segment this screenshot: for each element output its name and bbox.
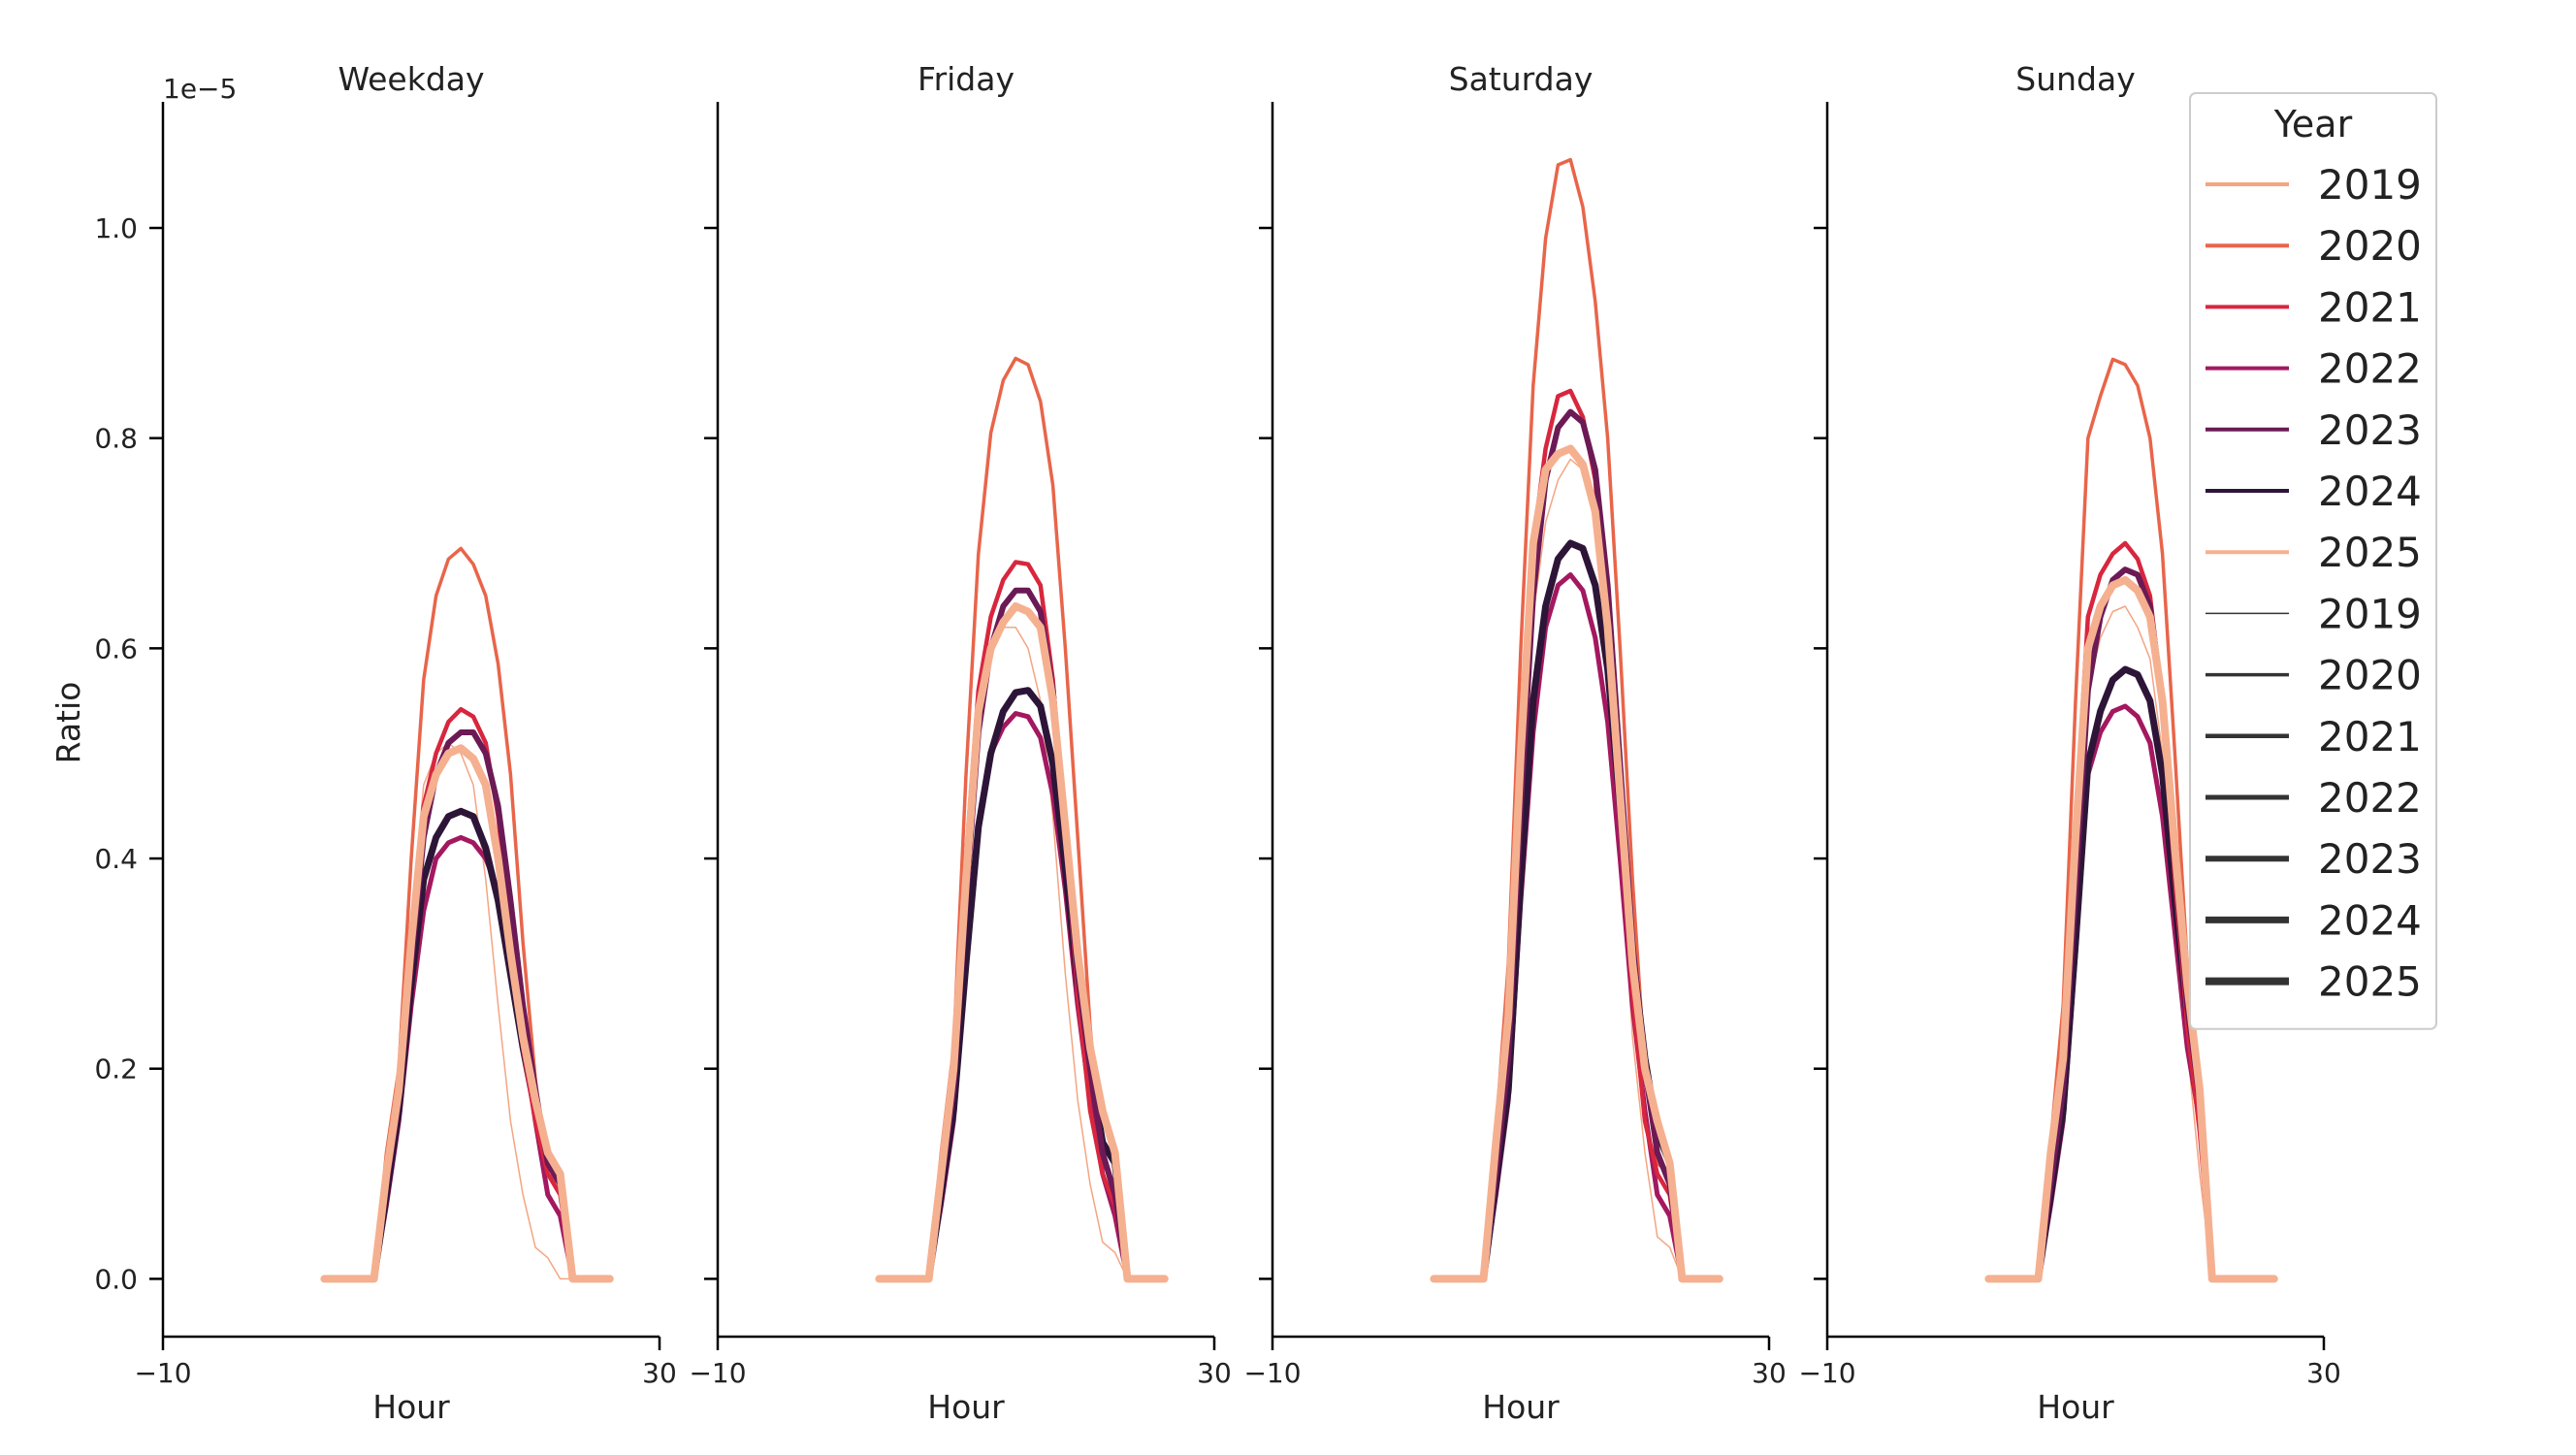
series-line-saturday-2023 bbox=[1431, 408, 1723, 1282]
series-line-friday-2020 bbox=[877, 356, 1167, 1281]
legend-label-size-2021: 2021 bbox=[2318, 713, 2422, 760]
legend-label-size-2023: 2023 bbox=[2318, 835, 2422, 883]
series-line-friday-2025 bbox=[875, 602, 1169, 1283]
series-line-weekday-2025 bbox=[320, 744, 614, 1283]
series-line-saturday-2022 bbox=[1431, 572, 1723, 1281]
series-line-saturday-2025 bbox=[1430, 444, 1723, 1283]
x-tick-label-sunday-1: 30 bbox=[2306, 1357, 2341, 1389]
series-line-saturday-2021 bbox=[1432, 388, 1723, 1281]
series-line-friday-2021 bbox=[877, 560, 1168, 1281]
series-line-friday-2019 bbox=[878, 626, 1166, 1280]
x-axis-label-saturday: Hour bbox=[1482, 1388, 1560, 1426]
legend-label-hue-2023: 2023 bbox=[2318, 406, 2422, 454]
legend-label-hue-2020: 2020 bbox=[2318, 222, 2422, 270]
legend-label-hue-2022: 2022 bbox=[2318, 345, 2422, 393]
y-tick-label-1: 0.2 bbox=[94, 1053, 138, 1085]
x-tick-label-sunday-0: −10 bbox=[1798, 1357, 1855, 1389]
legend-label-size-2024: 2024 bbox=[2318, 896, 2422, 944]
x-tick-label-weekday-0: −10 bbox=[134, 1357, 191, 1389]
y-scale-label: 1e−5 bbox=[163, 73, 237, 105]
x-tick-label-weekday-1: 30 bbox=[642, 1357, 677, 1389]
legend-label-hue-2024: 2024 bbox=[2318, 468, 2422, 515]
legend-label-size-2022: 2022 bbox=[2318, 774, 2422, 822]
x-axis-label-sunday: Hour bbox=[2037, 1388, 2114, 1426]
series-line-weekday-2021 bbox=[322, 706, 613, 1281]
x-tick-label-friday-1: 30 bbox=[1197, 1357, 1232, 1389]
series-line-sunday-2025 bbox=[1984, 575, 2278, 1283]
panel-title-sunday: Sunday bbox=[2015, 60, 2135, 98]
y-tick-label-2: 0.4 bbox=[94, 843, 138, 875]
y-axis-label: Ratio bbox=[49, 682, 87, 764]
series-line-weekday-2019 bbox=[323, 742, 611, 1280]
y-tick-label-4: 0.8 bbox=[94, 423, 138, 455]
legend-title: Year bbox=[2273, 103, 2353, 146]
panel-title-saturday: Saturday bbox=[1449, 60, 1594, 98]
legend-label-hue-2019: 2019 bbox=[2318, 161, 2422, 209]
legend-label-size-2019: 2019 bbox=[2318, 590, 2422, 637]
series-line-saturday-2024 bbox=[1430, 539, 1723, 1282]
x-axis-label-weekday: Hour bbox=[372, 1388, 450, 1426]
x-tick-label-saturday-0: −10 bbox=[1243, 1357, 1301, 1389]
series-line-weekday-2020 bbox=[322, 546, 612, 1281]
x-axis-label-friday: Hour bbox=[927, 1388, 1005, 1426]
y-tick-label-0: 0.0 bbox=[94, 1263, 138, 1295]
panel-title-weekday: Weekday bbox=[338, 60, 484, 98]
legend-label-size-2025: 2025 bbox=[2318, 958, 2422, 1006]
x-tick-label-friday-0: −10 bbox=[689, 1357, 746, 1389]
legend-label-size-2020: 2020 bbox=[2318, 652, 2422, 699]
panel-title-friday: Friday bbox=[918, 60, 1014, 98]
y-tick-label-5: 1.0 bbox=[94, 212, 138, 244]
series-line-saturday-2020 bbox=[1432, 157, 1722, 1281]
y-tick-label-3: 0.6 bbox=[94, 632, 138, 664]
legend-label-hue-2025: 2025 bbox=[2318, 529, 2422, 576]
x-tick-label-saturday-1: 30 bbox=[1752, 1357, 1787, 1389]
legend-label-hue-2021: 2021 bbox=[2318, 283, 2422, 331]
